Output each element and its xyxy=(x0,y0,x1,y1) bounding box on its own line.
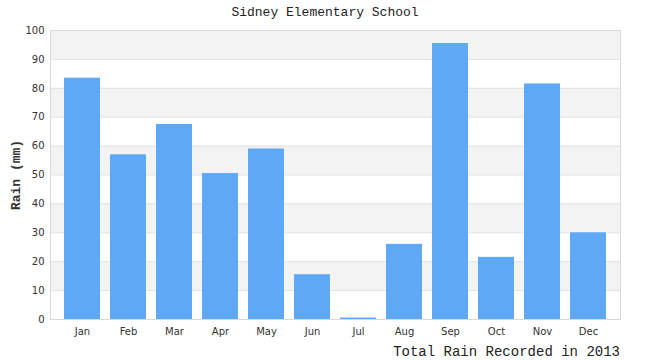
svg-text:Oct: Oct xyxy=(488,326,505,337)
svg-text:May: May xyxy=(256,326,277,337)
svg-text:50: 50 xyxy=(32,169,45,180)
svg-text:70: 70 xyxy=(32,111,45,122)
svg-text:Nov: Nov xyxy=(533,326,553,337)
svg-text:20: 20 xyxy=(32,256,45,267)
svg-text:Aug: Aug xyxy=(395,326,415,337)
svg-text:100: 100 xyxy=(25,25,44,36)
html-text:Total Rain Recorded in 2013: Total Rain Recorded in 2013 xyxy=(393,344,620,360)
svg-text:Jan: Jan xyxy=(74,326,90,337)
svg-text:Jul: Jul xyxy=(351,326,364,337)
svg-text:Dec: Dec xyxy=(579,326,598,337)
svg-text:Jun: Jun xyxy=(304,326,321,337)
svg-text:40: 40 xyxy=(32,198,45,209)
svg-text:Sep: Sep xyxy=(441,326,460,337)
svg-text:0: 0 xyxy=(38,314,44,325)
svg-text:10: 10 xyxy=(32,285,45,296)
svg-text:Feb: Feb xyxy=(120,326,138,337)
svg-text:80: 80 xyxy=(32,83,45,94)
svg-text:Mar: Mar xyxy=(165,326,185,337)
svg-text:Rain (mm): Rain (mm) xyxy=(9,140,24,210)
svg-text:30: 30 xyxy=(32,227,45,238)
html-text:Sidney Elementary School: Sidney Elementary School xyxy=(231,5,419,20)
svg-text:90: 90 xyxy=(32,54,45,65)
svg-text:60: 60 xyxy=(32,140,45,151)
svg-text:Apr: Apr xyxy=(212,326,230,337)
